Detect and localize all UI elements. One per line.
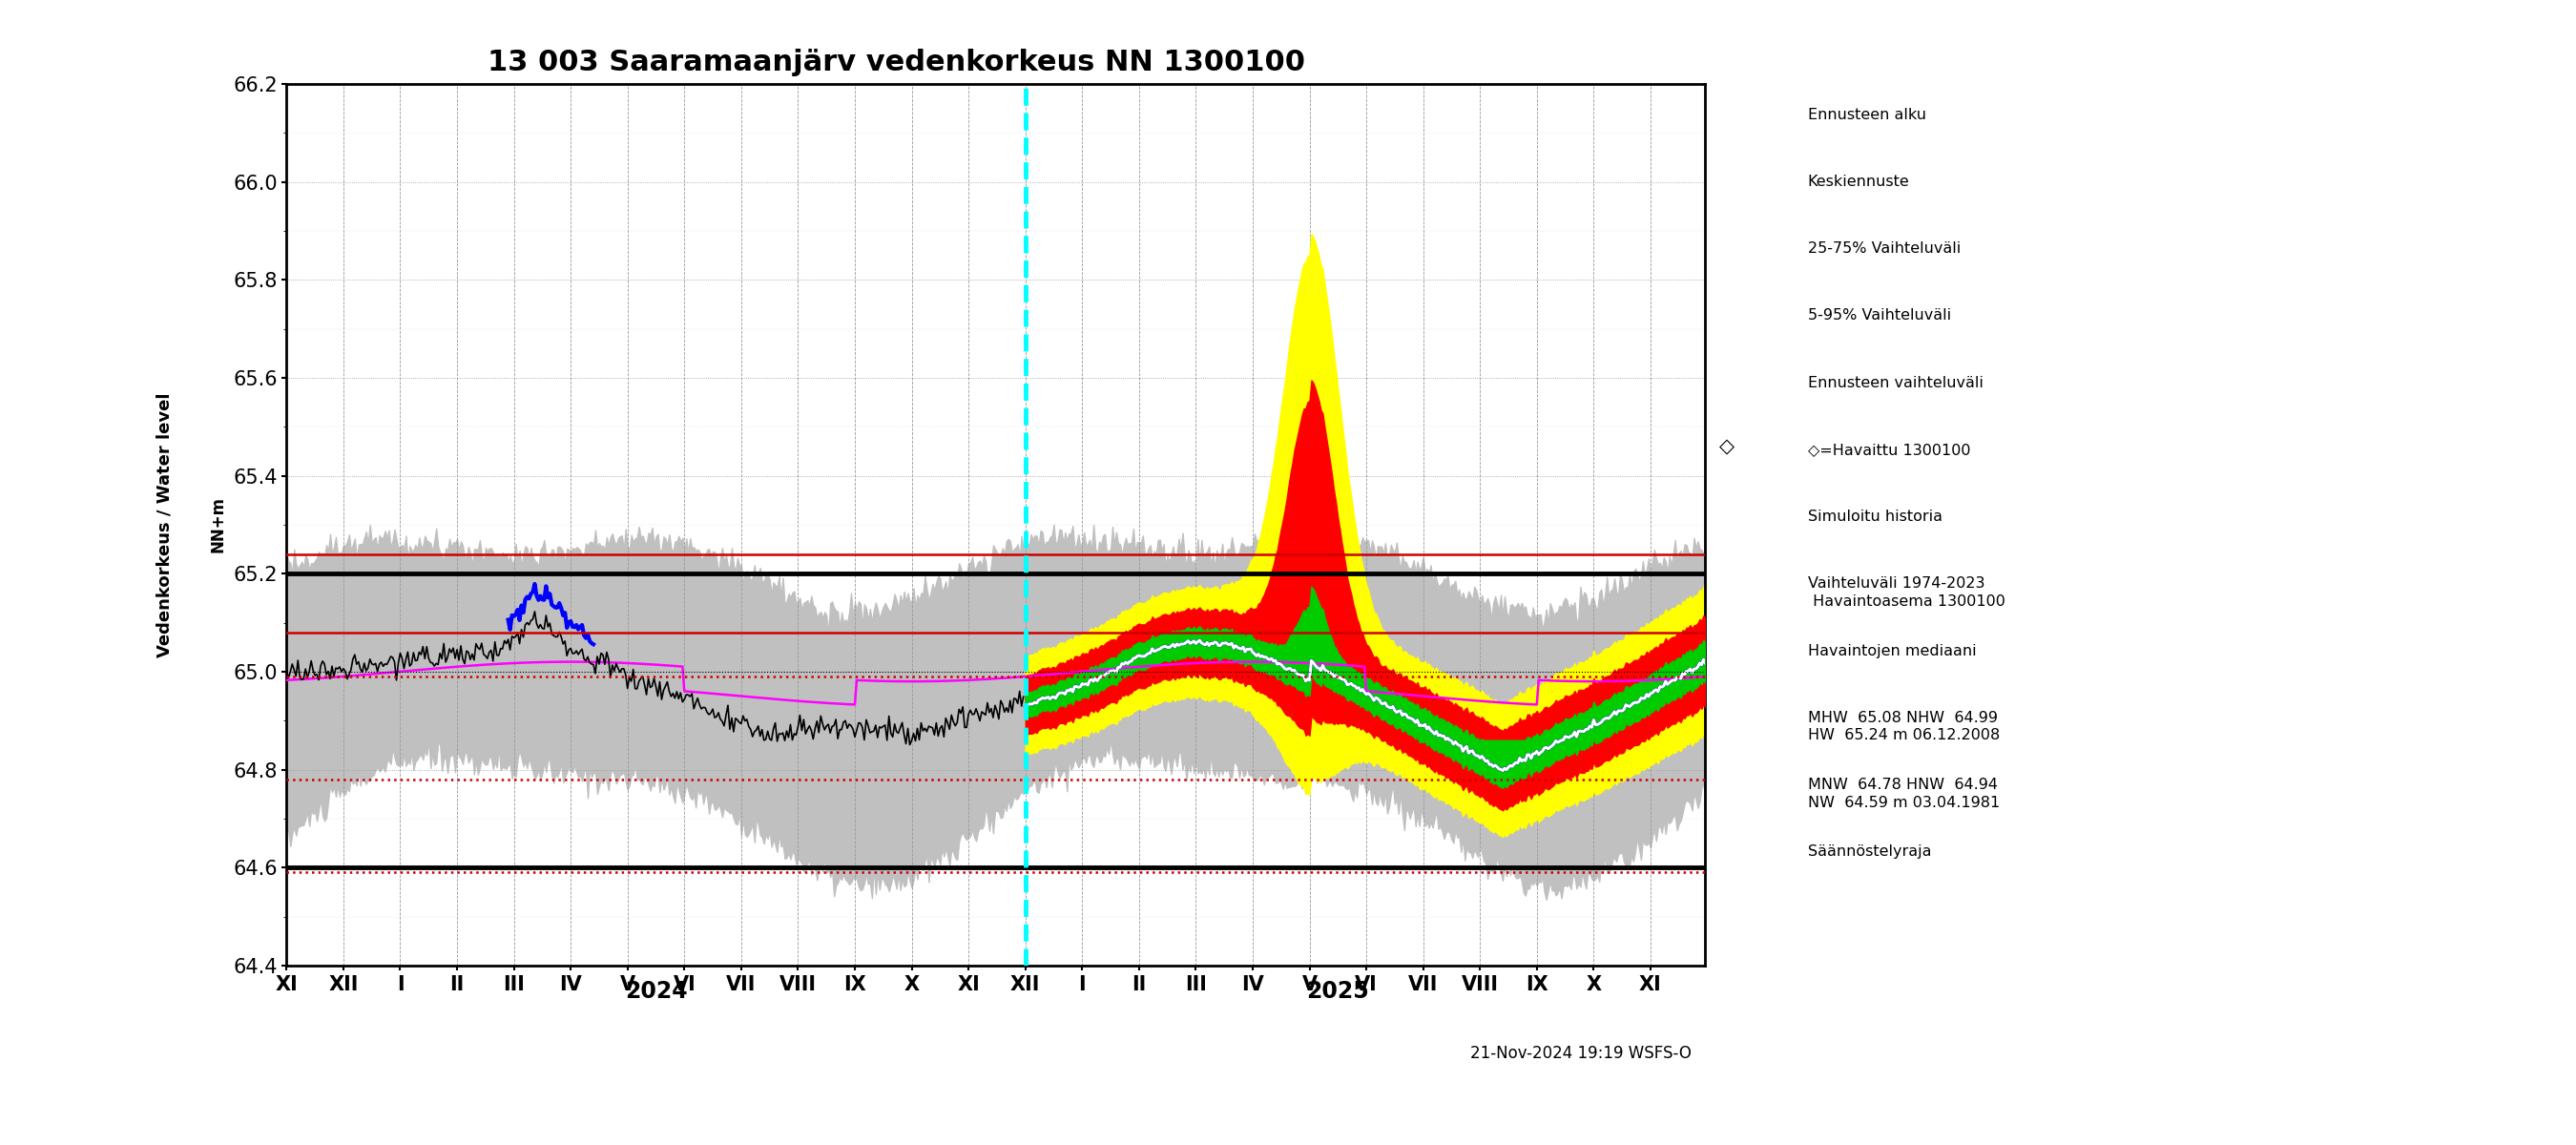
Text: NW  64.59 m 03.04.1981: NW 64.59 m 03.04.1981 xyxy=(1808,796,1999,810)
FancyBboxPatch shape xyxy=(1713,374,1798,393)
Text: Säännöstelyraja: Säännöstelyraja xyxy=(1808,845,1932,859)
Text: NN+m: NN+m xyxy=(209,497,227,553)
Text: MHW  65.08 NHW  64.99: MHW 65.08 NHW 64.99 xyxy=(1808,711,1996,725)
Text: 2024: 2024 xyxy=(623,980,688,1003)
Text: Keskiennuste: Keskiennuste xyxy=(1808,175,1909,189)
Title: 13 003 Saaramaanjärv vedenkorkeus NN 1300100: 13 003 Saaramaanjärv vedenkorkeus NN 130… xyxy=(487,48,1306,77)
Text: Ennusteen alku: Ennusteen alku xyxy=(1808,108,1927,123)
Text: Havaintoasema 1300100: Havaintoasema 1300100 xyxy=(1808,594,2004,609)
Text: Simuloitu historia: Simuloitu historia xyxy=(1808,510,1942,524)
Text: HW  65.24 m 06.12.2008: HW 65.24 m 06.12.2008 xyxy=(1808,728,1999,743)
Text: ◇=Havaittu 1300100: ◇=Havaittu 1300100 xyxy=(1808,443,1971,457)
FancyBboxPatch shape xyxy=(1713,579,1798,597)
Text: 5-95% Vaihteluväli: 5-95% Vaihteluväli xyxy=(1808,309,1950,323)
Text: Ennusteen vaihteluväli: Ennusteen vaihteluväli xyxy=(1808,376,1984,390)
Text: 25-75% Vaihteluväli: 25-75% Vaihteluväli xyxy=(1808,242,1960,256)
Text: 21-Nov-2024 19:19 WSFS-O: 21-Nov-2024 19:19 WSFS-O xyxy=(1471,1044,1692,1061)
Y-axis label: Vedenkorkeus / Water level: Vedenkorkeus / Water level xyxy=(157,393,173,657)
Text: MNW  64.78 HNW  64.94: MNW 64.78 HNW 64.94 xyxy=(1808,777,1996,792)
Text: Vaihteluväli 1974-2023: Vaihteluväli 1974-2023 xyxy=(1808,577,1984,591)
Text: ◇: ◇ xyxy=(1721,437,1734,457)
Text: 2025: 2025 xyxy=(1306,980,1370,1003)
Text: Havaintojen mediaani: Havaintojen mediaani xyxy=(1808,643,1976,658)
